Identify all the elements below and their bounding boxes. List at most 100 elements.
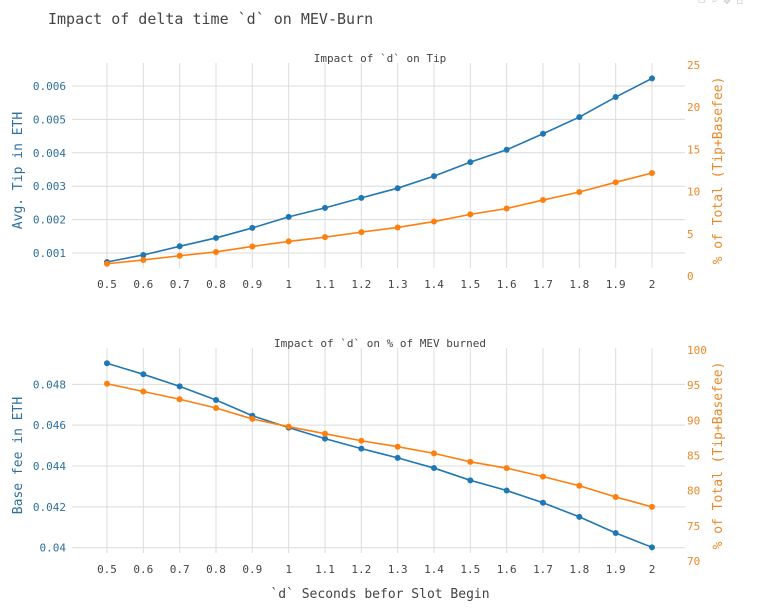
data-point-left bbox=[649, 544, 655, 551]
x-tick-label: 1.4 bbox=[424, 278, 444, 291]
data-point-left bbox=[467, 159, 474, 166]
data-point-left bbox=[104, 360, 110, 367]
x-tick-label: 0.5 bbox=[97, 563, 117, 576]
x-tick-label: 1.1 bbox=[315, 278, 335, 291]
series-line-right bbox=[106, 382, 653, 508]
data-point-left bbox=[612, 94, 619, 101]
y-tick-label: 0.046 bbox=[33, 419, 66, 432]
data-point-right bbox=[576, 189, 583, 196]
data-point-right bbox=[104, 380, 110, 387]
x-tick-label: 1.5 bbox=[460, 278, 480, 291]
data-point-right bbox=[431, 218, 437, 225]
data-point-right bbox=[503, 205, 510, 212]
zoom-icon[interactable]: ⌕ bbox=[711, 0, 724, 7]
y2-tick-label: 80 bbox=[687, 485, 700, 498]
x-tick-label: 0.8 bbox=[206, 563, 226, 576]
y2-tick-label: 10 bbox=[687, 186, 700, 199]
data-point-left bbox=[140, 251, 147, 258]
data-point-right bbox=[249, 243, 256, 250]
series-line-left bbox=[106, 362, 653, 549]
y-tick-label: 0.005 bbox=[33, 113, 66, 126]
data-point-left bbox=[612, 530, 619, 537]
data-point-left bbox=[213, 234, 219, 241]
y-tick-label: 0.003 bbox=[33, 180, 66, 193]
x-tick-label: 1.7 bbox=[533, 278, 553, 291]
x-tick-label: 1.3 bbox=[388, 563, 408, 576]
data-point-right bbox=[104, 260, 110, 267]
data-point-left bbox=[140, 371, 147, 378]
pan-icon[interactable]: ✥ bbox=[723, 0, 737, 7]
data-point-left bbox=[322, 435, 328, 442]
data-point-left bbox=[467, 477, 474, 484]
y2-tick-label: 75 bbox=[687, 520, 700, 533]
x-axis-label: `d` Seconds befor Slot Begin bbox=[270, 587, 489, 602]
data-point-right bbox=[649, 503, 655, 510]
data-point-right bbox=[394, 224, 401, 231]
subplot-2: 0.5 0.6 0.7 0.8 0.9 1 1.1 1.2 1.3 1.4 1.5 1.6 1.7 1.8… bbox=[11, 337, 726, 602]
subplot-title: Impact of `d` on Tip bbox=[314, 52, 446, 65]
y2-axis-label: % of Total (Tip+Basefee) bbox=[711, 77, 726, 265]
data-point-left bbox=[503, 487, 510, 494]
data-point-left bbox=[213, 397, 219, 404]
data-point-right bbox=[467, 211, 474, 218]
data-point-left bbox=[176, 243, 183, 250]
plot-toolbar[interactable]: ▭⌕✥⌂ bbox=[699, 0, 750, 7]
data-point-right bbox=[249, 415, 256, 422]
y2-tick-label: 85 bbox=[687, 450, 700, 463]
data-point-right bbox=[467, 458, 474, 465]
x-tick-label: 0.9 bbox=[242, 278, 262, 291]
data-point-left bbox=[576, 513, 583, 520]
data-point-right bbox=[540, 197, 546, 204]
x-tick-label: 1.7 bbox=[533, 563, 553, 576]
y2-axis-label: % of Total (Tip+Basefee) bbox=[711, 362, 726, 550]
home-icon[interactable]: ⌂ bbox=[736, 0, 749, 7]
y2-tick-label: 95 bbox=[687, 379, 700, 392]
data-point-left bbox=[540, 499, 546, 506]
y2-tick-label: 0 bbox=[687, 270, 694, 283]
x-tick-label: 1.8 bbox=[569, 278, 589, 291]
data-point-right bbox=[431, 450, 437, 457]
data-point-left bbox=[285, 213, 292, 220]
x-tick-label: 1.4 bbox=[424, 563, 444, 576]
data-point-right bbox=[358, 229, 365, 236]
data-point-left bbox=[176, 383, 183, 390]
x-tick-label: 1.5 bbox=[460, 563, 480, 576]
data-point-right bbox=[612, 493, 619, 500]
y-tick-label: 0.004 bbox=[33, 147, 66, 160]
x-tick-label: 1.1 bbox=[315, 563, 335, 576]
camera-icon[interactable]: ▭ bbox=[698, 0, 712, 7]
data-point-left bbox=[431, 173, 437, 180]
y-tick-label: 0.006 bbox=[33, 80, 66, 93]
y2-tick-label: 25 bbox=[687, 59, 700, 72]
y-axis-label: Base fee in ETH bbox=[11, 397, 26, 514]
data-point-right bbox=[358, 437, 365, 444]
y2-tick-label: 100 bbox=[687, 344, 707, 357]
data-point-right bbox=[322, 430, 328, 437]
data-point-left bbox=[503, 146, 510, 153]
data-point-left bbox=[322, 204, 328, 211]
data-point-left bbox=[431, 465, 437, 472]
x-tick-label: 2 bbox=[649, 278, 656, 291]
subplot-title: Impact of `d` on % of MEV burned bbox=[274, 337, 486, 350]
x-tick-label: 1.2 bbox=[351, 563, 371, 576]
data-point-right bbox=[176, 396, 183, 403]
data-point-right bbox=[540, 473, 546, 480]
data-point-left bbox=[394, 185, 401, 192]
y-tick-label: 0.044 bbox=[33, 460, 66, 473]
x-tick-label: 1.2 bbox=[351, 278, 371, 291]
y2-tick-label: 70 bbox=[687, 555, 700, 568]
x-tick-label: 1.9 bbox=[606, 278, 626, 291]
data-point-right bbox=[503, 465, 510, 472]
data-point-right bbox=[140, 256, 147, 263]
data-point-right bbox=[213, 405, 219, 412]
data-point-right bbox=[285, 238, 292, 245]
data-point-right bbox=[322, 234, 328, 241]
data-point-right bbox=[612, 179, 619, 186]
data-point-left bbox=[540, 130, 546, 137]
x-tick-label: 1.8 bbox=[569, 563, 589, 576]
figure-title: Impact of delta time `d` on MEV-Burn bbox=[48, 10, 374, 28]
data-point-right bbox=[649, 170, 655, 177]
x-tick-label: 0.6 bbox=[133, 278, 153, 291]
data-point-right bbox=[176, 252, 183, 259]
y-axis-label: Avg. Tip in ETH bbox=[11, 112, 26, 229]
